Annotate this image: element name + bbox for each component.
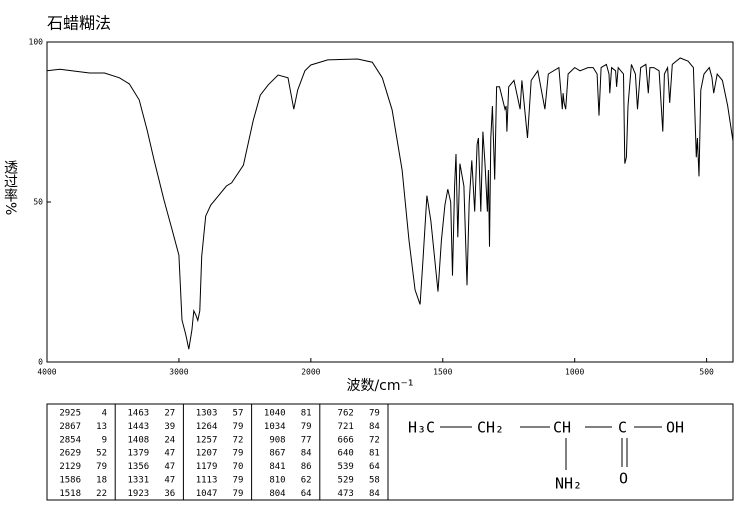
transmittance: 57 (233, 409, 244, 419)
wavenumber: 1331 (128, 476, 150, 486)
transmittance: 70 (233, 462, 244, 472)
x-tick-label: 1000 (565, 368, 584, 377)
transmittance: 81 (301, 409, 312, 419)
wavenumber: 2129 (59, 462, 81, 472)
wavenumber: 1923 (128, 489, 150, 499)
transmittance: 47 (164, 462, 175, 472)
wavenumber: 1379 (128, 449, 150, 459)
transmittance: 36 (164, 489, 175, 499)
atom-label: C (618, 419, 627, 437)
transmittance: 13 (96, 422, 107, 432)
wavenumber: 721 (338, 422, 354, 432)
atom-label: CH₂ (477, 419, 504, 437)
x-tick-label: 3000 (169, 368, 188, 377)
wavenumber: 2867 (59, 422, 81, 432)
transmittance: 18 (96, 476, 107, 486)
wavenumber: 841 (269, 462, 285, 472)
transmittance: 58 (369, 476, 380, 486)
y-tick-label: 50 (33, 198, 43, 207)
wavenumber: 762 (338, 409, 354, 419)
transmittance: 9 (102, 435, 107, 445)
y-tick-label: 0 (38, 358, 43, 367)
wavenumber: 2629 (59, 449, 81, 459)
y-axis-label: 透过率% (2, 160, 18, 215)
x-tick-label: 1500 (433, 368, 452, 377)
transmittance: 84 (369, 489, 380, 499)
wavenumber: 1303 (196, 409, 218, 419)
x-tick-label: 500 (699, 368, 714, 377)
transmittance: 84 (301, 449, 312, 459)
wavenumber: 1518 (59, 489, 81, 499)
transmittance: 72 (369, 435, 380, 445)
transmittance: 79 (233, 476, 244, 486)
wavenumber: 539 (338, 462, 354, 472)
transmittance: 86 (301, 462, 312, 472)
transmittance: 22 (96, 489, 107, 499)
transmittance: 79 (233, 422, 244, 432)
wavenumber: 1257 (196, 435, 218, 445)
transmittance: 77 (301, 435, 312, 445)
atom-label: O (619, 470, 628, 488)
transmittance: 64 (369, 462, 380, 472)
y-tick-label: 100 (29, 38, 44, 47)
wavenumber: 529 (338, 476, 354, 486)
transmittance: 52 (96, 449, 107, 459)
wavenumber: 1586 (59, 476, 81, 486)
wavenumber: 1040 (264, 409, 286, 419)
x-tick-label: 2000 (301, 368, 320, 377)
transmittance: 81 (369, 449, 380, 459)
wavenumber: 2925 (59, 409, 81, 419)
wavenumber: 1443 (128, 422, 150, 432)
transmittance: 79 (96, 462, 107, 472)
transmittance: 47 (164, 476, 175, 486)
wavenumber: 1264 (196, 422, 218, 432)
transmittance: 79 (233, 489, 244, 499)
wavenumber: 1207 (196, 449, 218, 459)
atom-label: OH (666, 419, 684, 437)
wavenumber: 1047 (196, 489, 218, 499)
transmittance: 84 (369, 422, 380, 432)
x-tick-label: 4000 (37, 368, 56, 377)
wavenumber: 1408 (128, 435, 150, 445)
wavenumber: 1179 (196, 462, 218, 472)
transmittance: 62 (301, 476, 312, 486)
atom-label: NH₂ (555, 475, 582, 493)
chart-title: 石蜡糊法 (47, 14, 111, 33)
wavenumber: 666 (338, 435, 354, 445)
transmittance: 4 (102, 409, 107, 419)
wavenumber: 804 (269, 489, 285, 499)
transmittance: 24 (164, 435, 175, 445)
wavenumber: 1113 (196, 476, 218, 486)
wavenumber: 1356 (128, 462, 150, 472)
plot-frame (46, 41, 734, 363)
table-frame (46, 403, 734, 501)
atom-label: H₃C (408, 419, 435, 437)
wavenumber: 473 (338, 489, 354, 499)
atom-label: CH (553, 419, 571, 437)
wavenumber: 810 (269, 476, 285, 486)
transmittance: 27 (164, 409, 175, 419)
transmittance: 79 (301, 422, 312, 432)
structure (440, 426, 662, 470)
wavenumber: 1034 (264, 422, 286, 432)
wavenumber: 2854 (59, 435, 81, 445)
transmittance: 39 (164, 422, 175, 432)
wavenumber: 640 (338, 449, 354, 459)
spectrum-line (46, 57, 734, 350)
wavenumber: 867 (269, 449, 285, 459)
wavenumber: 1463 (128, 409, 150, 419)
transmittance: 72 (233, 435, 244, 445)
x-axis-label: 波数/cm⁻¹ (346, 378, 413, 394)
wavenumber: 908 (269, 435, 285, 445)
transmittance: 47 (164, 449, 175, 459)
transmittance: 79 (369, 409, 380, 419)
peak-table: 2925 4 2867 13 2854 9 2629 52 2129 79 1586 18 1518 22… (59, 404, 380, 500)
transmittance: 64 (301, 489, 312, 499)
transmittance: 79 (233, 449, 244, 459)
